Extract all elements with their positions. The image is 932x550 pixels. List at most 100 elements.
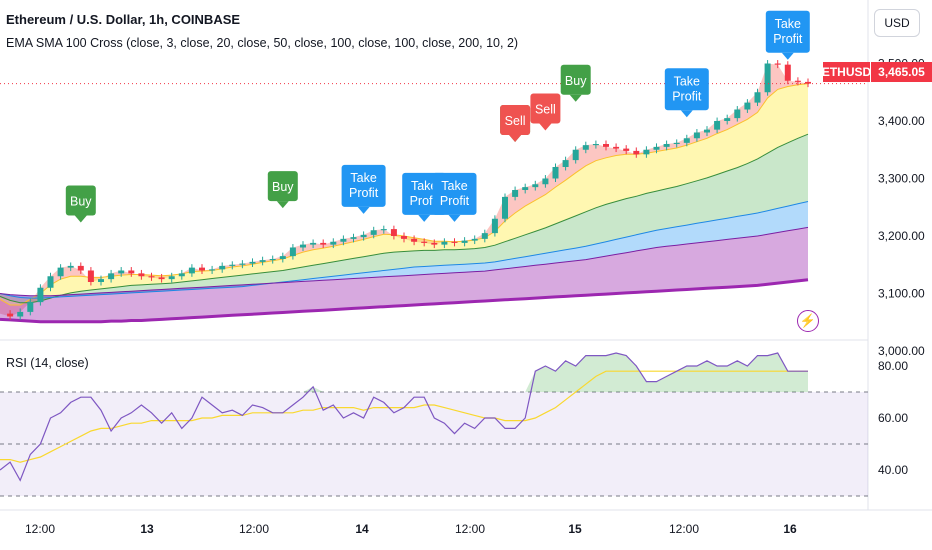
signal-label: Sell [530, 93, 561, 131]
time-tick-label: 14 [355, 522, 369, 536]
candle-body [663, 144, 670, 147]
signal-pointer [418, 214, 431, 222]
signal-text: Profit [440, 194, 470, 208]
lightning-icon[interactable]: ⚡ [797, 310, 819, 332]
candle-body [562, 160, 569, 167]
signal-pointer [539, 123, 552, 131]
signal-box [500, 105, 531, 135]
candle-body [98, 279, 104, 282]
signal-label: Buy [65, 185, 96, 223]
candle-body [572, 149, 579, 161]
symbol-price-tag: ETHUSD [822, 62, 871, 82]
candle-body [805, 81, 811, 84]
candle-body [158, 277, 165, 280]
candle-body [683, 138, 690, 143]
candle-body [441, 241, 448, 245]
signal-pointer [357, 206, 370, 214]
candle-body [168, 276, 175, 280]
candle-body [199, 267, 205, 271]
time-tick-label: 12:00 [25, 522, 55, 536]
candle-body [421, 241, 428, 243]
candle-body [239, 263, 246, 265]
ma-line-2 [0, 133, 809, 304]
time-tick-label: 12:00 [239, 522, 269, 536]
candle-body [653, 146, 660, 150]
signal-pointer [680, 110, 693, 118]
candle-body [229, 264, 236, 266]
signal-label: Buy [560, 64, 591, 102]
signal-text: Profit [773, 32, 803, 46]
signal-pointer [509, 135, 522, 142]
signal-text: Sell [535, 103, 556, 117]
candle-body [774, 63, 781, 65]
candle-body [77, 265, 84, 271]
candle-body [148, 276, 155, 278]
candle-body [178, 273, 185, 277]
chart-title: Ethereum / U.S. Dollar, 1h, COINBASE [6, 12, 241, 27]
candle-body [249, 261, 256, 264]
signal-box [267, 171, 298, 202]
time-tick-label: 15 [568, 522, 582, 536]
rsi-tick-label: 80.00 [878, 359, 908, 373]
candle-body [744, 102, 751, 110]
candle-body [17, 311, 24, 317]
candle-body [350, 237, 357, 239]
ribbon-band-green [0, 134, 808, 303]
candle-body [693, 132, 700, 139]
candle-body [370, 230, 377, 235]
candle-body [340, 238, 347, 242]
candle-body [582, 145, 589, 150]
candle-body [542, 178, 549, 185]
candle-body [481, 233, 488, 239]
signal-box [341, 164, 386, 207]
signal-text: Buy [70, 195, 92, 209]
candle-body [330, 241, 337, 245]
candle-body [491, 218, 498, 234]
candle-body [401, 236, 407, 239]
candle-body [320, 242, 327, 245]
candle-body [673, 142, 680, 144]
time-tick-label: 12:00 [669, 522, 699, 536]
candle-body [552, 167, 559, 179]
currency-button[interactable]: USD [874, 9, 920, 37]
candle-body [724, 118, 731, 121]
time-tick-label: 12:00 [455, 522, 485, 536]
candle-body [461, 240, 468, 243]
candle-body [188, 267, 195, 274]
candle-body [289, 247, 296, 257]
rsi-overbought-fill [0, 353, 808, 392]
candle-body [128, 270, 135, 274]
candle-body [532, 184, 539, 188]
candle-body [27, 302, 34, 312]
ma-line-5 [0, 278, 809, 324]
signal-text: Buy [272, 180, 294, 194]
rsi-label[interactable]: RSI (14, close) [6, 356, 89, 370]
candle-body [57, 267, 64, 277]
candle-body [764, 63, 771, 93]
signal-pointer [569, 94, 582, 102]
rsi-tick-label: 40.00 [878, 463, 908, 477]
candle-body [279, 256, 286, 259]
price-tick-label: 3,000.00 [878, 344, 925, 358]
candle-body [784, 64, 791, 81]
signal-text: Profit [410, 194, 440, 208]
time-tick-label: 13 [140, 522, 154, 536]
price-tick-label: 3,100.00 [878, 287, 925, 301]
candle-body [209, 269, 216, 271]
candle-body [714, 121, 721, 130]
signal-text: Take [441, 179, 467, 193]
signal-text: Take [674, 74, 700, 88]
time-tick-label: 16 [783, 522, 797, 536]
signal-box [765, 10, 810, 53]
signal-box [432, 172, 477, 215]
candle-body [108, 273, 115, 280]
indicator-label[interactable]: EMA SMA 100 Cross (close, 3, close, 20, … [6, 36, 519, 50]
candle-body [87, 270, 94, 282]
signal-text: Take [350, 171, 376, 185]
candle-body [502, 196, 508, 219]
signal-text: Buy [565, 74, 587, 88]
candle-body [219, 265, 226, 270]
